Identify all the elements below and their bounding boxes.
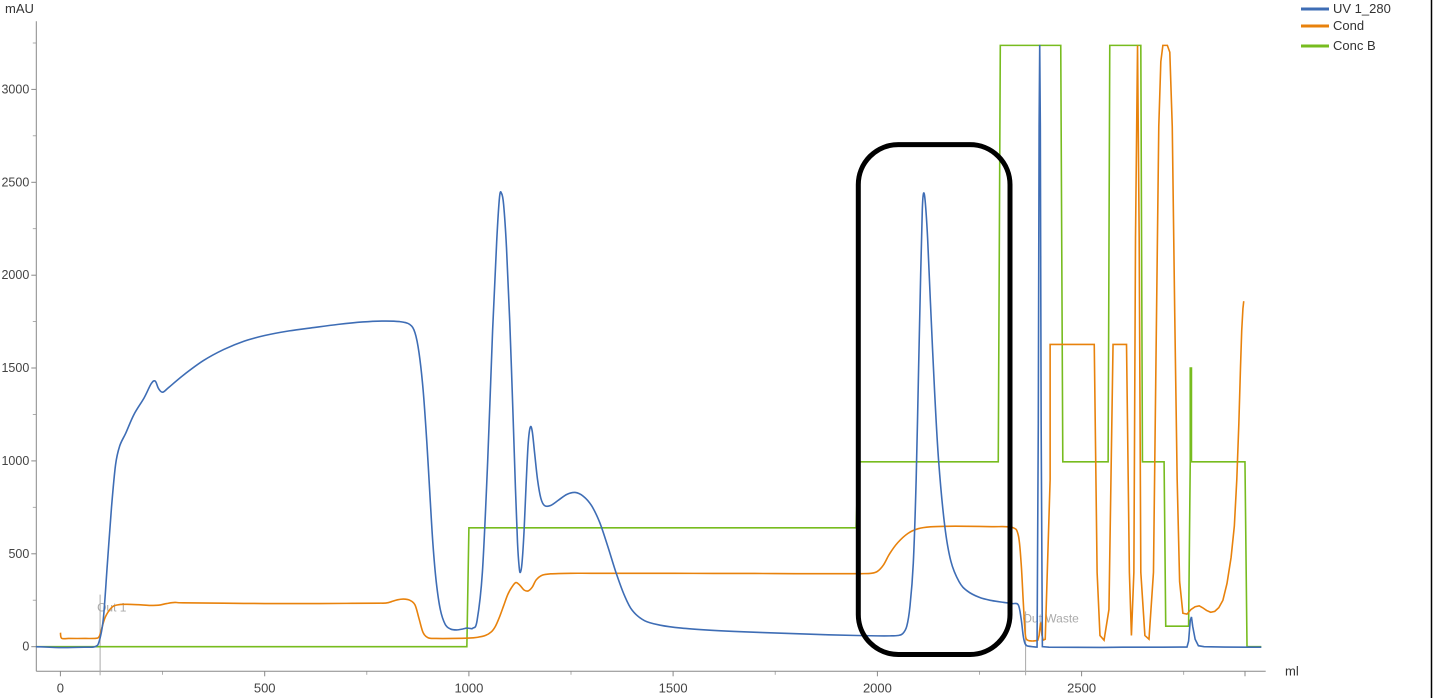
svg-text:1000: 1000 — [1, 454, 29, 468]
svg-text:3000: 3000 — [1, 82, 29, 96]
svg-text:1500: 1500 — [1, 361, 29, 375]
svg-text:Cond: Cond — [1333, 18, 1364, 33]
svg-text:500: 500 — [8, 547, 29, 561]
svg-text:2500: 2500 — [1067, 680, 1096, 695]
svg-text:0: 0 — [57, 680, 64, 695]
svg-text:1500: 1500 — [659, 680, 688, 695]
svg-text:2000: 2000 — [1, 268, 29, 282]
svg-text:UV 1_280: UV 1_280 — [1333, 1, 1391, 16]
svg-text:Conc B: Conc B — [1333, 38, 1376, 53]
svg-text:2000: 2000 — [863, 680, 892, 695]
svg-text:Out Waste: Out Waste — [1023, 612, 1080, 626]
svg-text:ml: ml — [1285, 663, 1299, 678]
svg-text:mAU: mAU — [5, 1, 34, 16]
svg-text:1000: 1000 — [454, 680, 483, 695]
svg-text:0: 0 — [22, 640, 29, 654]
svg-text:2500: 2500 — [1, 175, 29, 189]
svg-text:500: 500 — [254, 680, 276, 695]
